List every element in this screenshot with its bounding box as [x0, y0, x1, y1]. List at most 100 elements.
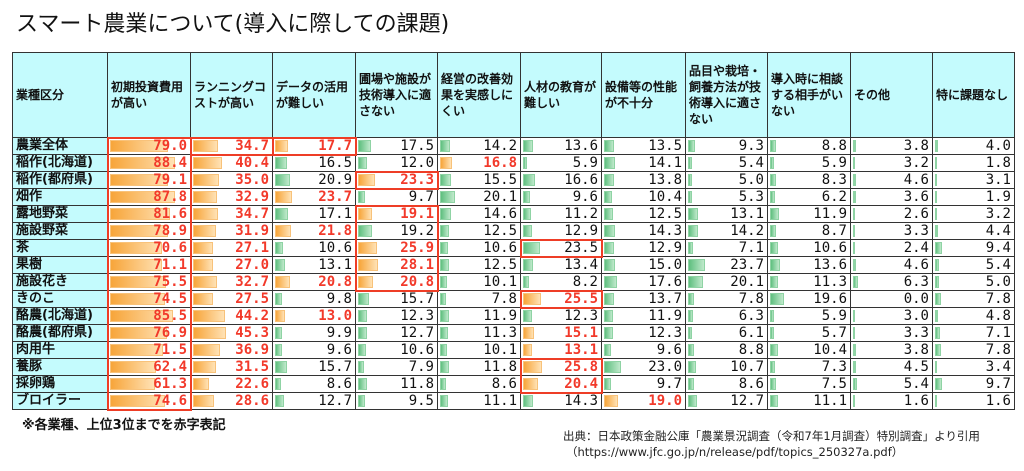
data-label: 79.1	[153, 172, 187, 188]
data-bar	[358, 276, 374, 288]
data-bar	[523, 293, 542, 305]
data-cell: 8.7	[767, 222, 851, 240]
data-label: 3.2	[985, 206, 1011, 222]
data-bar	[604, 361, 622, 373]
data-cell: 20.4	[520, 375, 602, 393]
data-bar	[275, 157, 288, 169]
data-bar	[935, 293, 941, 305]
row-label: 施設野菜	[12, 222, 108, 240]
data-bar	[770, 191, 775, 203]
data-cell: 14.3	[520, 392, 602, 410]
data-label: 34.7	[235, 206, 269, 222]
data-label: 7.3	[821, 359, 847, 375]
row-label: 酪農(北海道)	[12, 307, 108, 325]
data-bar	[110, 225, 169, 237]
data-cell: 8.6	[685, 375, 768, 393]
data-label: 11.9	[483, 308, 517, 324]
data-bar	[275, 378, 282, 390]
data-bar	[688, 344, 695, 356]
data-bar	[193, 378, 210, 390]
data-bar	[440, 395, 449, 407]
data-bar	[604, 293, 615, 305]
data-cell: 8.8	[767, 137, 851, 155]
data-bar	[193, 293, 214, 305]
data-bar	[440, 276, 448, 288]
data-bar	[440, 327, 449, 339]
data-label: 13.6	[813, 257, 847, 273]
data-cell: 7.8	[685, 290, 768, 308]
data-label: 13.8	[648, 172, 682, 188]
data-label: 9.6	[656, 342, 682, 358]
data-label: 5.9	[572, 155, 598, 171]
data-bar	[935, 157, 937, 169]
data-cell: 5.4	[685, 154, 768, 172]
data-cell: 7.8	[932, 290, 1015, 308]
data-cell: 44.2	[190, 307, 273, 325]
data-label: 5.9	[821, 308, 847, 324]
data-cell: 10.7	[685, 358, 768, 376]
data-cell: 11.3	[767, 273, 851, 291]
data-bar	[935, 208, 938, 220]
data-label: 4.6	[903, 257, 929, 273]
data-bar	[358, 327, 368, 339]
data-cell: 70.6	[107, 239, 191, 257]
data-cell: 7.5	[767, 375, 851, 393]
data-label: 12.9	[648, 240, 682, 256]
data-label: 7.8	[985, 342, 1011, 358]
data-cell: 85.5	[107, 307, 191, 325]
data-cell: 4.6	[850, 256, 933, 274]
data-label: 21.8	[318, 223, 352, 239]
data-label: 9.4	[985, 240, 1011, 256]
data-bar	[193, 259, 213, 271]
data-bar	[275, 327, 283, 339]
data-cell: 17.1	[272, 205, 356, 223]
data-label: 5.7	[821, 325, 847, 341]
data-cell: 15.0	[601, 256, 686, 274]
data-cell: 31.9	[190, 222, 273, 240]
data-cell: 32.7	[190, 273, 273, 291]
data-cell: 74.5	[107, 290, 191, 308]
data-label: 10.4	[813, 342, 847, 358]
data-label: 7.8	[985, 291, 1011, 307]
data-bar	[688, 191, 692, 203]
data-cell: 25.9	[355, 239, 438, 257]
data-label: 2.4	[903, 240, 929, 256]
data-label: 9.5	[408, 393, 434, 409]
data-label: 4.6	[903, 172, 929, 188]
data-bar	[523, 225, 533, 237]
data-label: 8.3	[821, 172, 847, 188]
data-bar	[110, 395, 166, 407]
data-label: 36.9	[235, 342, 269, 358]
data-cell: 8.2	[520, 273, 602, 291]
data-bar	[770, 140, 777, 152]
data-bar	[853, 208, 855, 220]
table-row: 茶 70.6 27.1 10.6 25.9 10.6 23.5 12.9 7.1 10.6 2.4 9…	[12, 239, 1015, 257]
data-cell: 36.9	[190, 341, 273, 359]
data-label: 23.0	[648, 359, 682, 375]
data-bar	[193, 225, 217, 237]
data-bar	[523, 140, 533, 152]
data-label: 79.0	[153, 138, 187, 154]
data-bar	[770, 378, 776, 390]
row-label: 果樹	[12, 256, 108, 274]
data-label: 32.9	[235, 189, 269, 205]
data-bar	[110, 191, 175, 203]
data-label: 25.8	[564, 359, 598, 375]
column-header: 経営の改善効果を実感しにくい	[437, 52, 521, 138]
data-cell: 20.9	[272, 171, 356, 189]
data-bar	[275, 361, 287, 373]
data-label: 14.3	[564, 393, 598, 409]
data-bar	[440, 140, 451, 152]
data-bar	[853, 378, 857, 390]
table-row: 農業全体 79.0 34.7 17.7 17.5 14.2 13.6 13.5 9.3 8.8 3.…	[12, 137, 1015, 155]
data-cell: 15.5	[437, 171, 521, 189]
data-label: 9.8	[326, 291, 352, 307]
data-label: 12.3	[564, 308, 598, 324]
data-cell: 3.8	[850, 137, 933, 155]
data-label: 8.7	[821, 223, 847, 239]
data-label: 13.1	[730, 206, 764, 222]
data-bar	[275, 208, 288, 220]
data-label: 3.6	[903, 189, 929, 205]
data-label: 3.3	[903, 223, 929, 239]
data-cell: 35.0	[190, 171, 273, 189]
